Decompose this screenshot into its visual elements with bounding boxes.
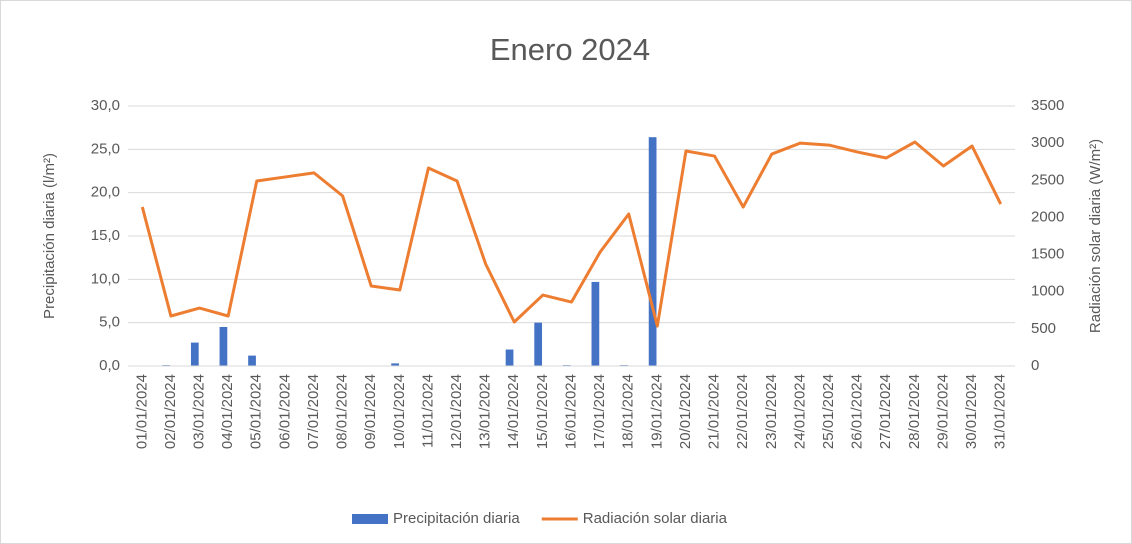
x-tick-label: 25/01/2024 [820, 374, 837, 449]
bar [591, 281, 600, 366]
y-tick-label: 15,0 [91, 227, 120, 244]
y2-tick-label: 3000 [1031, 134, 1064, 151]
x-tick-label: 30/01/2024 [963, 374, 980, 449]
y-tick-label: 20,0 [91, 184, 120, 201]
x-tick-label: 24/01/2024 [791, 374, 808, 449]
x-tick-label: 07/01/2024 [305, 374, 322, 449]
x-tick-label: 14/01/2024 [505, 374, 522, 449]
x-tick-label: 21/01/2024 [706, 374, 723, 449]
y2-tick-label: 1000 [1031, 283, 1064, 300]
line [140, 140, 1003, 328]
bar [534, 322, 543, 366]
y-tick-label: 25,0 [91, 140, 120, 157]
y-tick-label: 30,0 [91, 97, 120, 114]
y-tick-label: 5,0 [99, 314, 120, 331]
x-tick-label: 05/01/2024 [248, 374, 265, 449]
y2-tick-label: 2500 [1031, 171, 1064, 188]
x-tick-label: 12/01/2024 [448, 374, 465, 449]
y-tick-label: 0,0 [99, 357, 120, 374]
x-tick-label: 31/01/2024 [992, 374, 1009, 449]
chart-title: Enero 2024 [490, 32, 650, 67]
x-tick-label: 17/01/2024 [591, 374, 608, 449]
y2-tick-label: 1500 [1031, 246, 1064, 263]
y-tick-label: 10,0 [91, 270, 120, 287]
x-tick-label: 10/01/2024 [391, 374, 408, 449]
x-tick-label: 03/01/2024 [191, 374, 208, 449]
x-tick-label: 11/01/2024 [419, 374, 436, 448]
x-tick-label: 20/01/2024 [677, 374, 694, 449]
bar [391, 363, 399, 366]
x-tick-label: 09/01/2024 [362, 374, 379, 449]
x-tick-label: 22/01/2024 [734, 374, 751, 449]
bar [190, 342, 199, 366]
x-tick-label: 29/01/2024 [934, 374, 951, 449]
bar [219, 327, 228, 366]
x-tick-label: 19/01/2024 [648, 374, 665, 449]
x-tick-label: 18/01/2024 [620, 374, 637, 449]
x-tick-label: 13/01/2024 [477, 374, 494, 449]
y2-tick-label: 2000 [1031, 208, 1064, 225]
legend-label: Radiación solar diaria [583, 510, 728, 527]
x-tick-label: 23/01/2024 [763, 374, 780, 449]
y2-tick-label: 500 [1031, 320, 1056, 337]
x-tick-label: 01/01/2024 [133, 374, 150, 449]
bar [648, 137, 657, 366]
x-tick-label: 06/01/2024 [276, 374, 293, 449]
legend-swatch [352, 514, 388, 524]
x-tick-label: 26/01/2024 [849, 374, 866, 449]
y2-tick-label: 0 [1031, 357, 1039, 374]
x-tick-label: 15/01/2024 [534, 374, 551, 449]
y2-tick-label: 3500 [1031, 97, 1064, 114]
x-tick-label: 02/01/2024 [162, 374, 179, 449]
y-axis-label: Precipitación diaria (l/m²) [41, 153, 58, 319]
x-tick-label: 04/01/2024 [219, 374, 236, 449]
x-tick-label: 08/01/2024 [334, 374, 351, 449]
legend-label: Precipitación diaria [393, 510, 520, 527]
y2-axis-label: Radiación solar diaria (W/m²) [1087, 139, 1104, 333]
x-tick-label: 16/01/2024 [562, 374, 579, 449]
x-tick-label: 28/01/2024 [906, 374, 923, 449]
x-tick-label: 27/01/2024 [877, 374, 894, 449]
bar [248, 355, 256, 366]
bar [505, 349, 514, 366]
